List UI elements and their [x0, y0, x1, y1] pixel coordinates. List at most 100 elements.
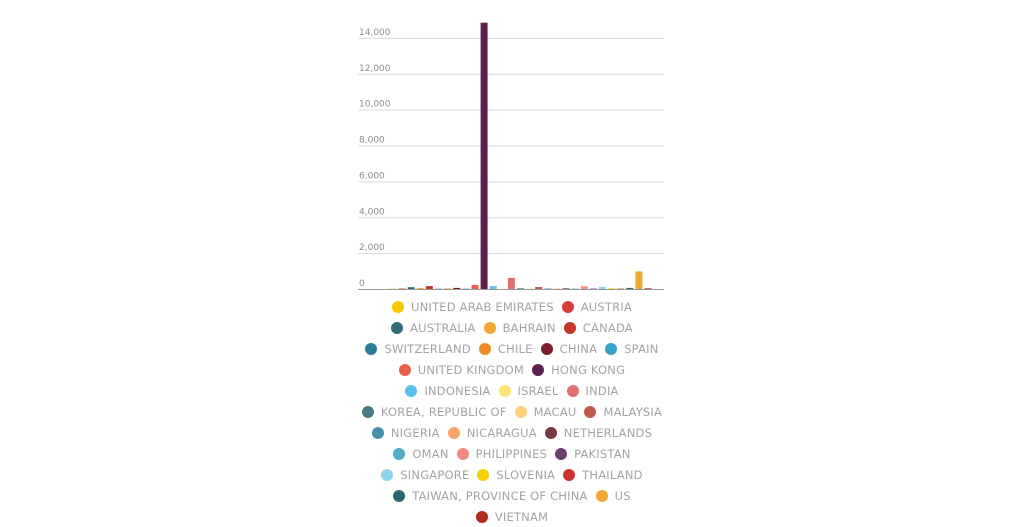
legend-swatch-icon [514, 405, 527, 418]
bars [389, 22, 652, 290]
bar-malaysia [535, 287, 543, 289]
y-tick-label: 2,000 [359, 243, 385, 253]
legend-item[interactable]: MALAYSIA [584, 401, 662, 422]
y-tick-label: 0 [359, 279, 365, 289]
legend-item[interactable]: INDONESIA [405, 380, 490, 401]
bar-nigeria [544, 288, 552, 290]
bar-philippines [580, 286, 588, 289]
legend-swatch-icon [405, 384, 418, 397]
y-tick-label: 6,000 [359, 171, 385, 181]
legend-item[interactable]: SWITZERLAND [365, 338, 471, 359]
legend-label: ISRAEL [517, 383, 559, 398]
legend-item[interactable]: VIETNAM [475, 506, 548, 527]
legend-item[interactable]: PAKISTAN [555, 443, 631, 464]
legend-label: UNITED KINGDOM [417, 362, 525, 377]
y-tick-label: 8,000 [359, 136, 385, 146]
y-tick-label: 10,000 [359, 100, 391, 110]
bar-chile [444, 288, 452, 290]
legend-label: CHILE [497, 341, 533, 356]
legend-item[interactable]: AUSTRIA [561, 296, 632, 317]
legend-swatch-icon [561, 300, 574, 313]
y-tick-label: 14,000 [359, 28, 391, 38]
chart-svg: 0 2,000 4,000 6,000 8,000 10,000 12,000 14,000 [358, 22, 664, 290]
legend-label: KOREA, REPUBLIC OF [380, 404, 507, 419]
legend-label: THAILAND [582, 467, 643, 482]
legend-label: OMAN [412, 446, 449, 461]
legend-label: NIGERIA [390, 425, 440, 440]
y-tick-label: 12,000 [359, 64, 391, 74]
legend-item[interactable]: SINGAPORE [381, 464, 469, 485]
bar-australia [407, 287, 415, 289]
legend-label: NETHERLANDS [563, 425, 653, 440]
legend-swatch-icon [478, 342, 491, 355]
bar-slovenia [608, 288, 616, 290]
legend-swatch-icon [584, 405, 597, 418]
legend-swatch-icon [393, 447, 406, 460]
bar-taiwan-province-of-china [626, 287, 634, 289]
legend-item[interactable]: INDIA [566, 380, 619, 401]
legend-label: SWITZERLAND [384, 341, 471, 356]
legend-item[interactable]: BAHRAIN [483, 317, 556, 338]
legend-item[interactable]: CHILE [478, 338, 533, 359]
legend-label: HONG KONG [551, 362, 626, 377]
bar-bahrain [416, 287, 424, 289]
legend-item[interactable]: ISRAEL [498, 380, 559, 401]
legend-item[interactable]: HONG KONG [532, 359, 625, 380]
legend-swatch-icon [391, 321, 404, 334]
bar-netherlands [562, 288, 570, 290]
bar-canada [425, 286, 433, 289]
y-axis-tick-labels: 0 2,000 4,000 6,000 8,000 10,000 12,000 14,000 [359, 28, 391, 289]
legend-item[interactable]: OMAN [393, 443, 448, 464]
legend-swatch-icon [540, 342, 553, 355]
legend-swatch-icon [498, 384, 511, 397]
legend-swatch-icon [393, 489, 406, 502]
legend-item[interactable]: THAILAND [563, 464, 643, 485]
legend-item[interactable]: UNITED KINGDOM [398, 359, 525, 380]
legend-item[interactable]: KOREA, REPUBLIC OF [361, 401, 507, 422]
legend-label: US [614, 488, 631, 503]
legend-item[interactable]: PHILIPPINES [456, 443, 548, 464]
legend-item[interactable]: CHINA [540, 338, 598, 359]
legend-label: AUSTRALIA [410, 320, 476, 335]
bar-korea-republic-of [517, 288, 524, 290]
legend-label: MALAYSIA [603, 404, 663, 419]
legend-item[interactable]: NIGERIA [371, 422, 440, 443]
legend-swatch-icon [447, 426, 460, 439]
legend-label: SLOVENIA [496, 467, 556, 482]
legend-swatch-icon [361, 405, 374, 418]
legend-label: BAHRAIN [502, 320, 556, 335]
legend-item[interactable]: SPAIN [605, 338, 658, 359]
legend-swatch-icon [544, 426, 557, 439]
legend-label: NICARAGUA [466, 425, 537, 440]
bar-indonesia [489, 286, 497, 289]
gridlines [358, 37, 664, 255]
legend-item[interactable]: MACAU [514, 401, 577, 422]
legend-swatch-icon [563, 468, 576, 481]
legend-item[interactable]: TAIWAN, PROVINCE OF CHINA [393, 485, 587, 506]
bar-india [507, 277, 515, 289]
bar-united-kingdom [471, 284, 479, 289]
legend-item[interactable]: AUSTRALIA [391, 317, 475, 338]
legend-label: TAIWAN, PROVINCE OF CHINA [412, 488, 588, 503]
legend-swatch-icon [371, 426, 384, 439]
legend-label: AUSTRIA [580, 299, 632, 314]
legend-label: MACAU [533, 404, 577, 419]
legend-swatch-icon [475, 510, 488, 523]
legend-item[interactable]: UNITED ARAB EMIRATES [392, 296, 554, 317]
legend-item[interactable]: SLOVENIA [477, 464, 555, 485]
bar-hong-kong [480, 22, 488, 289]
legend-swatch-icon [392, 300, 405, 313]
legend-label: UNITED ARAB EMIRATES [411, 299, 554, 314]
legend-item[interactable]: US [595, 485, 631, 506]
legend-item[interactable]: NETHERLANDS [544, 422, 653, 443]
bar-vietnam [644, 288, 652, 290]
bar-chart: 0 2,000 4,000 6,000 8,000 10,000 12,000 14,000 [358, 22, 664, 290]
legend-label: INDIA [585, 383, 619, 398]
legend-item[interactable]: CANADA [563, 317, 633, 338]
legend-swatch-icon [477, 468, 490, 481]
chart-legend: UNITED ARAB EMIRATES AUSTRIA AUSTRALIA BAHR… [352, 296, 672, 527]
legend-swatch-icon [595, 489, 608, 502]
legend-label: PHILIPPINES [475, 446, 548, 461]
legend-item[interactable]: NICARAGUA [447, 422, 537, 443]
legend-label: CANADA [582, 320, 633, 335]
